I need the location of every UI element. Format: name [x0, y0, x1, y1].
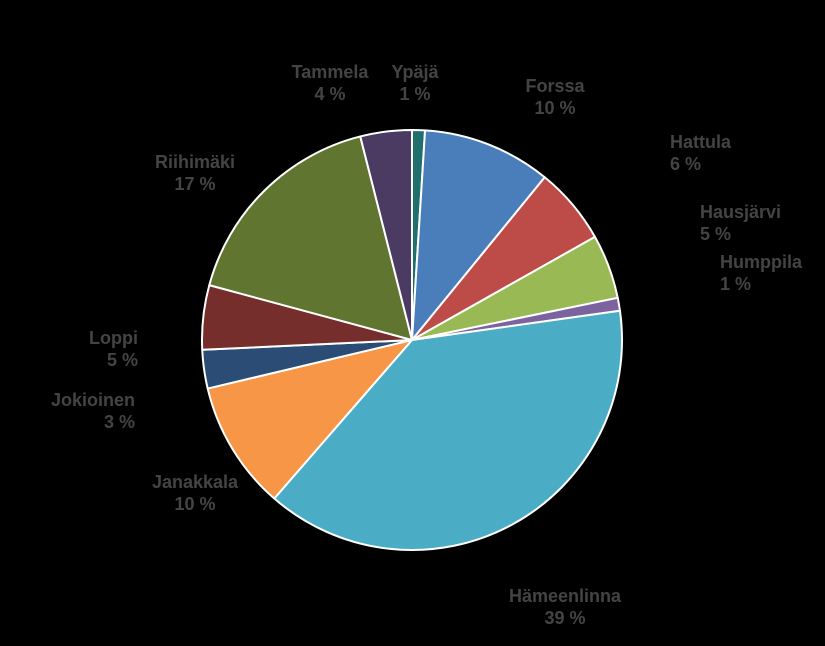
pie-label-name: Hattula — [670, 132, 732, 152]
pie-label-value: 10 % — [174, 494, 215, 514]
pie-label-value: 1 % — [399, 84, 430, 104]
pie-label: Hausjärvi5 % — [700, 202, 781, 244]
pie-label-value: 3 % — [104, 412, 135, 432]
pie-label: Riihimäki17 % — [155, 152, 235, 194]
pie-label-name: Janakkala — [152, 472, 239, 492]
pie-label-name: Hämeenlinna — [509, 586, 622, 606]
pie-label-name: Loppi — [89, 328, 138, 348]
pie-label-name: Forssa — [525, 76, 585, 96]
pie-label: Hattula6 % — [670, 132, 732, 174]
pie-slices — [202, 130, 622, 550]
pie-label-value: 4 % — [314, 84, 345, 104]
pie-label: Ypäjä1 % — [391, 62, 439, 104]
pie-label: Hämeenlinna39 % — [509, 586, 622, 628]
pie-label-value: 17 % — [174, 174, 215, 194]
pie-label-name: Humppila — [720, 252, 803, 272]
pie-label: Humppila1 % — [720, 252, 803, 294]
pie-label: Jokioinen3 % — [51, 390, 135, 432]
pie-label-value: 5 % — [107, 350, 138, 370]
pie-label: Forssa10 % — [525, 76, 585, 118]
pie-label: Loppi5 % — [89, 328, 138, 370]
pie-label-value: 5 % — [700, 224, 731, 244]
pie-label-name: Tammela — [292, 62, 370, 82]
pie-label-value: 6 % — [670, 154, 701, 174]
pie-chart-svg: Ypäjä1 %Forssa10 %Hattula6 %Hausjärvi5 %… — [0, 0, 825, 646]
pie-label: Tammela4 % — [292, 62, 370, 104]
pie-label-name: Ypäjä — [391, 62, 439, 82]
pie-label: Janakkala10 % — [152, 472, 239, 514]
pie-label-name: Hausjärvi — [700, 202, 781, 222]
pie-label-value: 10 % — [534, 98, 575, 118]
pie-label-name: Jokioinen — [51, 390, 135, 410]
pie-label-value: 1 % — [720, 274, 751, 294]
pie-chart: Ypäjä1 %Forssa10 %Hattula6 %Hausjärvi5 %… — [0, 0, 825, 646]
pie-label-name: Riihimäki — [155, 152, 235, 172]
pie-label-value: 39 % — [544, 608, 585, 628]
